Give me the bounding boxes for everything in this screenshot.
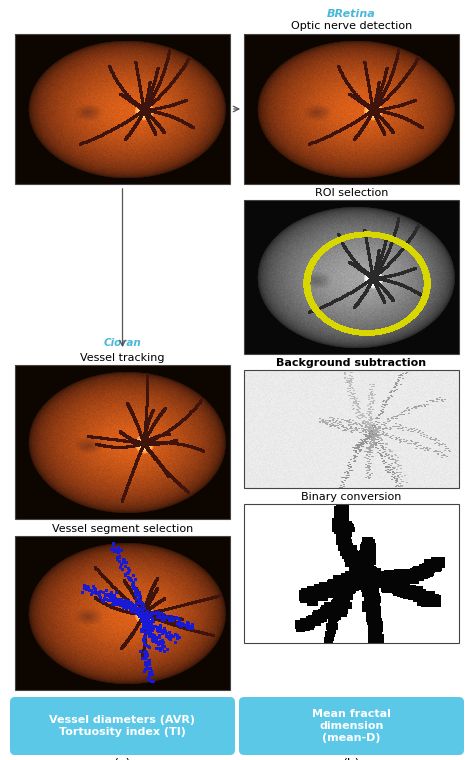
FancyBboxPatch shape bbox=[239, 697, 464, 755]
Text: Cioran: Cioran bbox=[104, 338, 141, 348]
Text: Background subtraction: Background subtraction bbox=[276, 358, 427, 368]
Bar bbox=[15, 365, 230, 519]
Text: Vessel tracking: Vessel tracking bbox=[80, 353, 165, 363]
Text: Mean fractal
dimension
(mean-D): Mean fractal dimension (mean-D) bbox=[312, 709, 391, 743]
Text: Vessel segment selection: Vessel segment selection bbox=[52, 524, 193, 534]
Text: BRetina: BRetina bbox=[327, 9, 376, 19]
Bar bbox=[244, 504, 459, 643]
Text: (a): (a) bbox=[114, 758, 131, 760]
Bar bbox=[15, 34, 230, 184]
Bar bbox=[15, 536, 230, 690]
Bar bbox=[244, 370, 459, 488]
FancyBboxPatch shape bbox=[10, 697, 235, 755]
Text: Optic nerve detection: Optic nerve detection bbox=[291, 21, 412, 31]
Text: ROI selection: ROI selection bbox=[315, 188, 388, 198]
Bar bbox=[244, 200, 459, 354]
Text: Vessel diameters (AVR)
Tortuosity index (TI): Vessel diameters (AVR) Tortuosity index … bbox=[49, 715, 195, 736]
Text: Binary conversion: Binary conversion bbox=[301, 492, 401, 502]
Bar bbox=[244, 34, 459, 184]
Text: (b): (b) bbox=[343, 758, 360, 760]
